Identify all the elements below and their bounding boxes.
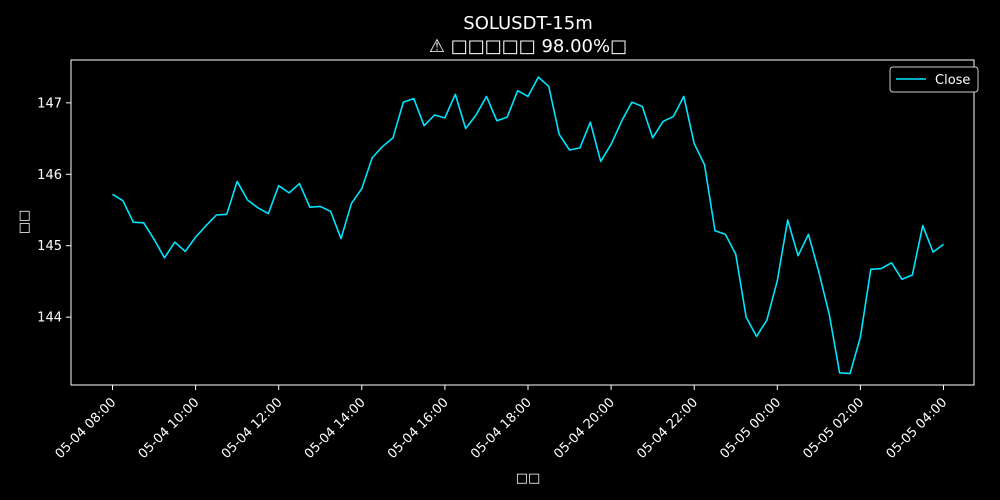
- legend-label-close: Close: [935, 73, 970, 88]
- plot-area: [70, 59, 975, 386]
- series-layer: [112, 76, 944, 375]
- y-tick-label: 146: [37, 168, 62, 183]
- y-axis: 144 145 146 147: [37, 96, 71, 326]
- chart-title: SOLUSDT-15m: [463, 13, 592, 34]
- series-line-close: [112, 76, 944, 375]
- y-tick-label: 145: [37, 239, 62, 254]
- y-axis-label: □□: [17, 210, 32, 235]
- x-axis-label: □□: [516, 471, 541, 486]
- y-tick-label: 144: [37, 311, 62, 326]
- legend: Close: [889, 66, 979, 93]
- y-tick-label: 147: [37, 96, 62, 111]
- chart-subtitle: ⚠ □□□□□ 98.00%□: [429, 36, 627, 57]
- legend-box: [889, 66, 979, 93]
